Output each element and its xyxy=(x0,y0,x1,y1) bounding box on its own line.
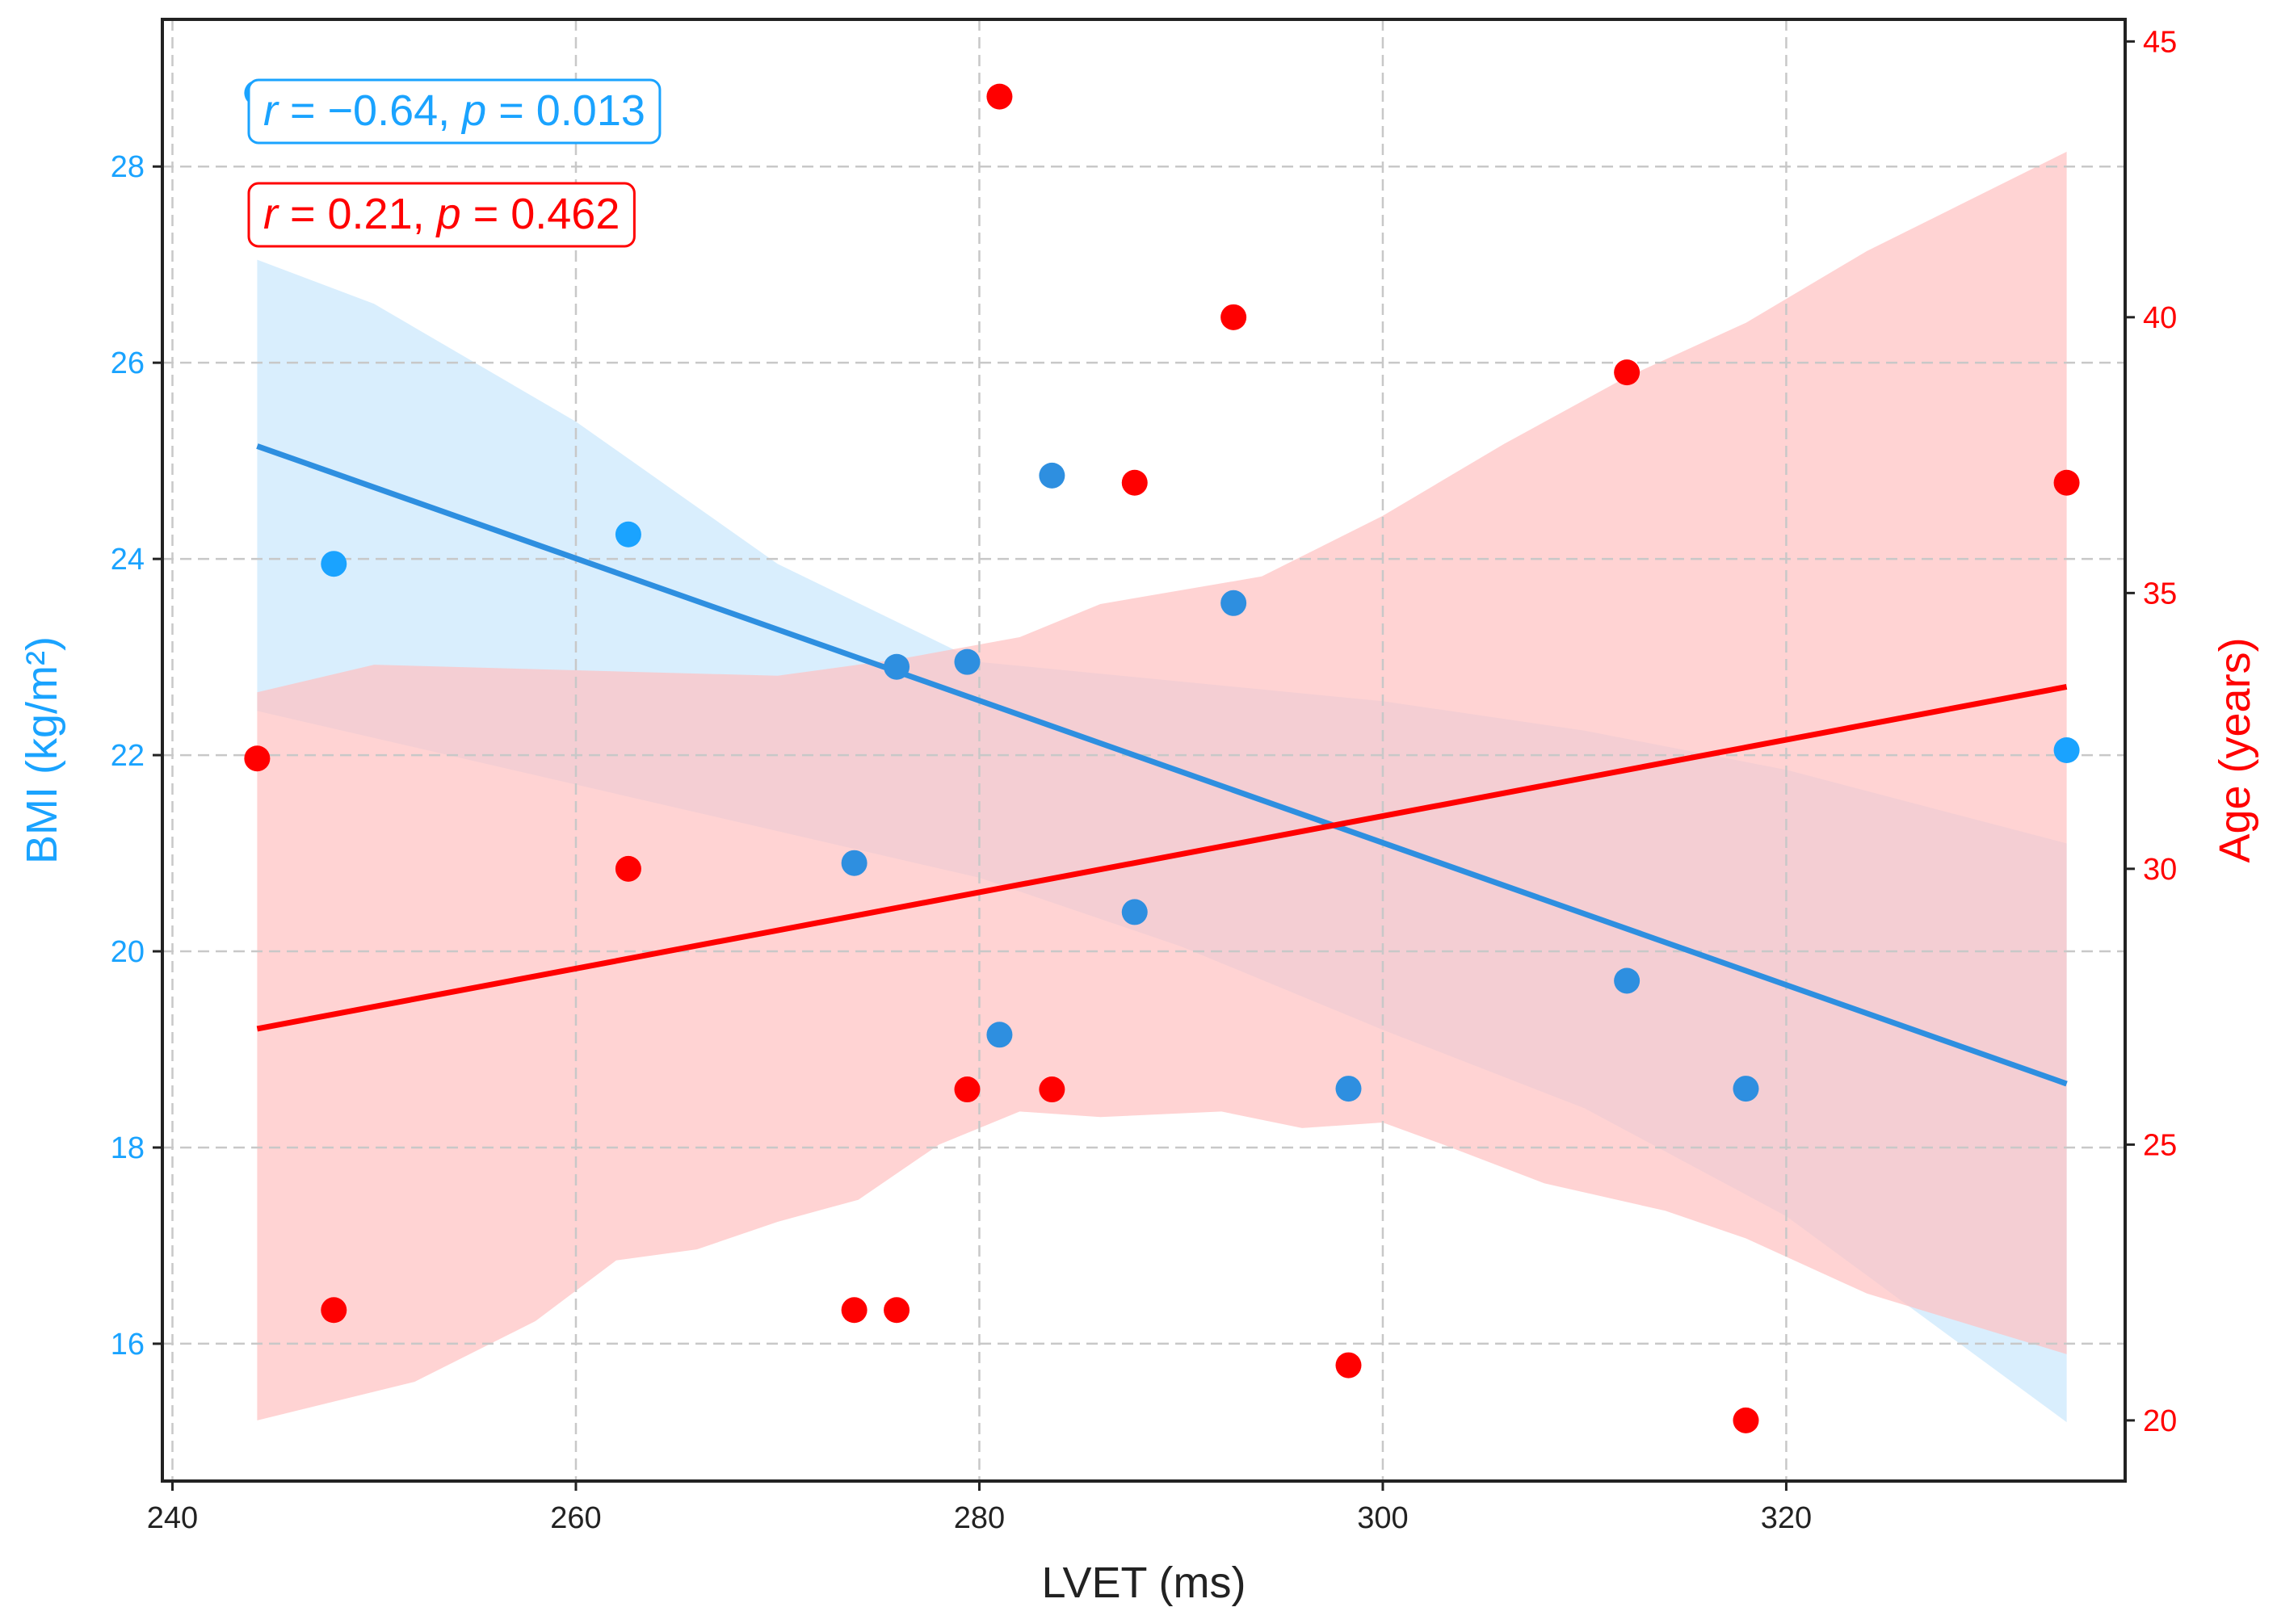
y-right-axis-title: Age (years) xyxy=(2211,637,2259,862)
age-confidence-band xyxy=(257,151,2067,1420)
gridlines xyxy=(162,19,2125,1481)
age-point xyxy=(986,83,1013,110)
y-right-tick-label: 30 xyxy=(2143,853,2177,887)
age-point xyxy=(884,1297,910,1324)
bmi-point xyxy=(321,551,347,577)
y-left-tick-label: 16 xyxy=(111,1328,145,1362)
age-point xyxy=(1039,1076,1065,1103)
bmi-point xyxy=(986,1022,1013,1048)
p-symbol: p xyxy=(460,86,486,135)
age-point xyxy=(321,1297,347,1324)
y-right-tick-label: 25 xyxy=(2143,1128,2177,1162)
axis-ticks: 240 260 280 300 320 16 18 20 22 24 26 28 20 25 30 35 40 4… xyxy=(111,25,2178,1535)
age-point xyxy=(1614,359,1641,386)
age-point xyxy=(1733,1407,1759,1433)
age-point xyxy=(2053,469,2080,496)
bmi-point xyxy=(1335,1076,1362,1102)
bmi-point xyxy=(2053,737,2080,763)
r-symbol: r xyxy=(263,190,279,238)
bmi-point xyxy=(1039,462,1065,489)
y-left-tick-label: 26 xyxy=(111,346,145,380)
x-tick-label: 280 xyxy=(954,1501,1005,1535)
age-point xyxy=(1335,1352,1362,1379)
y-right-tick-label: 20 xyxy=(2143,1404,2177,1438)
y-left-tick-label: 22 xyxy=(111,739,145,773)
svg-text:r = 0.21, p = 0.462: r = 0.21, p = 0.462 xyxy=(263,190,620,238)
bmi-point xyxy=(841,850,868,876)
y-right-tick-label: 45 xyxy=(2143,25,2177,59)
r-value: = 0.21, xyxy=(278,190,437,238)
bmi-point xyxy=(615,521,641,548)
y-left-axis-title: BMI (kg/m²) xyxy=(18,636,66,864)
plot-frame xyxy=(161,18,2127,1483)
age-point xyxy=(1121,469,1148,496)
svg-text:r = −0.64, p = 0.013: r = −0.64, p = 0.013 xyxy=(263,86,645,135)
y-left-tick-label: 28 xyxy=(111,150,145,184)
age-point xyxy=(841,1297,868,1324)
bmi-point xyxy=(884,653,910,680)
p-value: = 0.013 xyxy=(486,86,645,135)
y-left-tick-label: 20 xyxy=(111,935,145,969)
bmi-stats-box: r = −0.64, p = 0.013 xyxy=(247,78,662,145)
y-right-tick-label: 40 xyxy=(2143,301,2177,335)
x-tick-label: 240 xyxy=(147,1501,198,1535)
age-stats-box: r = 0.21, p = 0.462 xyxy=(247,182,636,248)
x-tick-label: 260 xyxy=(550,1501,601,1535)
bmi-point xyxy=(1121,899,1148,925)
y-left-tick-label: 18 xyxy=(111,1131,145,1165)
age-regression-line xyxy=(256,684,2068,1032)
age-point xyxy=(1220,304,1247,330)
x-tick-label: 320 xyxy=(1761,1501,1812,1535)
y-right-tick-label: 35 xyxy=(2143,577,2177,611)
age-point xyxy=(615,855,641,882)
x-axis-title: LVET (ms) xyxy=(1041,1559,1246,1607)
bmi-point xyxy=(1220,590,1247,616)
p-value: = 0.462 xyxy=(461,190,620,238)
r-value: = −0.64, xyxy=(278,86,462,135)
y-left-tick-label: 24 xyxy=(111,543,145,577)
r-symbol: r xyxy=(263,86,279,135)
bmi-point xyxy=(954,648,981,675)
age-point xyxy=(954,1076,981,1103)
bmi-regression-line xyxy=(256,443,2068,1087)
bmi-point xyxy=(1614,967,1641,994)
bmi-point xyxy=(1733,1076,1759,1102)
x-tick-label: 300 xyxy=(1357,1501,1408,1535)
p-symbol: p xyxy=(435,190,461,238)
confidence-bands xyxy=(257,151,2067,1423)
regression-lines xyxy=(256,443,2068,1087)
age-point xyxy=(244,745,271,772)
